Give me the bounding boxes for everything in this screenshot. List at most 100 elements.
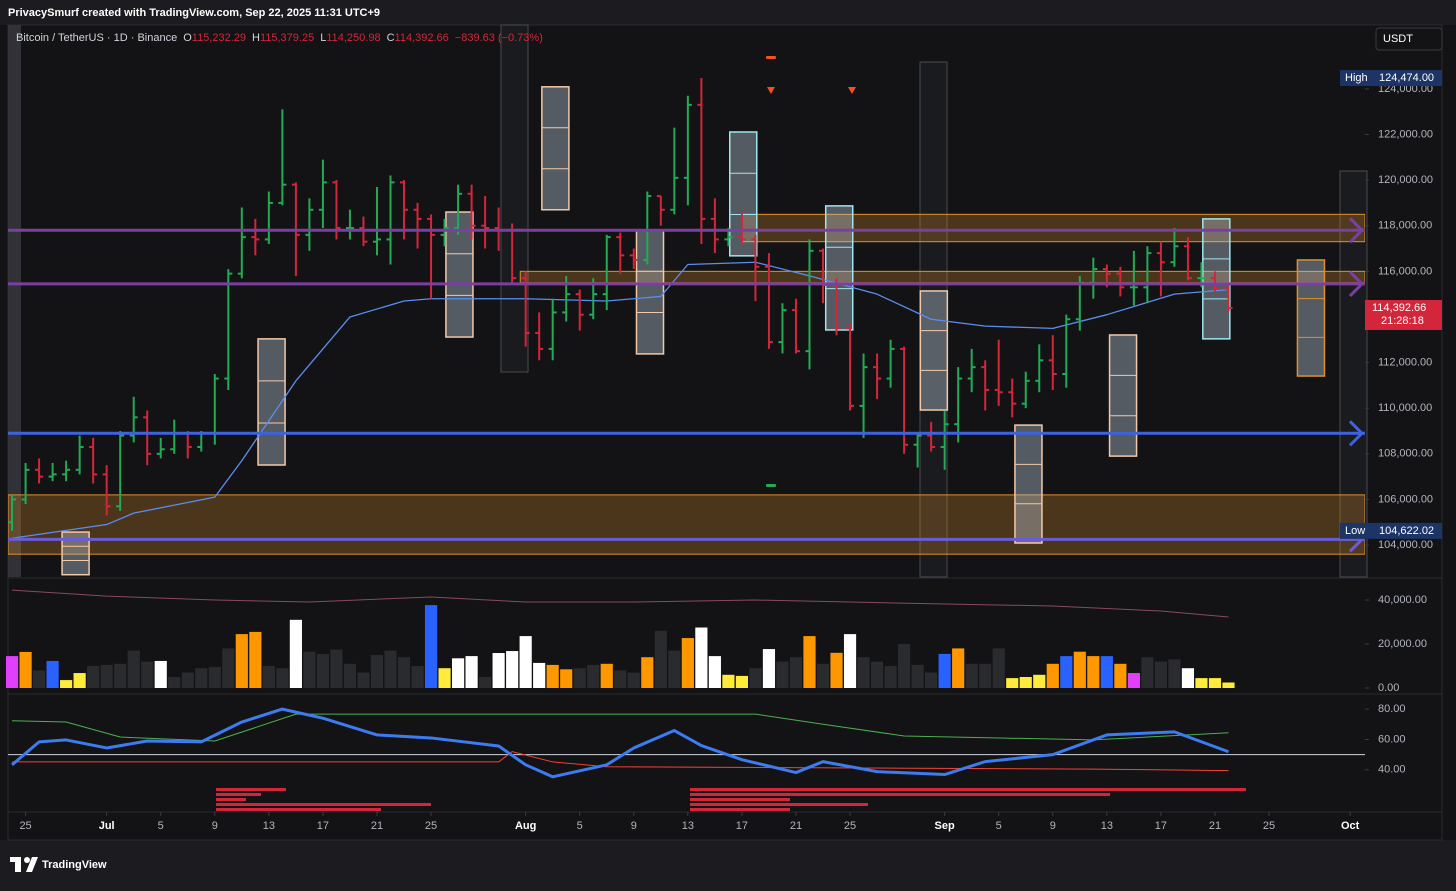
x-tick-label: 17: [1155, 820, 1167, 832]
volume-bar: [316, 653, 330, 688]
price-label-box: [1365, 300, 1442, 331]
x-tick-label: Jul: [99, 820, 115, 832]
volume-bar: [560, 669, 573, 688]
volume-bar: [438, 668, 451, 688]
volume-bar: [519, 636, 532, 688]
volume-bar: [992, 648, 1005, 688]
legend-value: 115,232.29: [192, 32, 246, 44]
logo-text: TradingView: [42, 859, 107, 871]
logo-mark: [15, 857, 21, 872]
legend-key: C: [387, 32, 395, 44]
currency-box[interactable]: [1375, 27, 1443, 51]
range-box: [824, 205, 854, 331]
legend-change: −839.63 (−0.73%): [455, 32, 543, 44]
volume-bar: [195, 668, 208, 688]
volume-bar: [262, 666, 275, 688]
volume-bar: [1006, 678, 1019, 688]
volume-bar: [208, 667, 221, 688]
volume-average: [12, 589, 1229, 618]
legend-key: H: [252, 32, 260, 44]
volume-bar: [695, 627, 708, 688]
y-tick-label: 122,000.00: [1378, 128, 1433, 140]
signal-strips: [216, 788, 1246, 811]
volume-bar: [154, 660, 167, 688]
volume-bar: [1222, 682, 1235, 688]
signal-strip: [216, 788, 286, 791]
volume-bar: [1087, 656, 1100, 688]
volume-bar: [127, 650, 140, 688]
volume-bar: [33, 670, 46, 688]
x-tick-label: 9: [212, 820, 218, 832]
volume-bar: [654, 630, 667, 688]
time-band: [500, 24, 529, 373]
volume-bar: [1033, 674, 1046, 688]
volume-bar: [303, 651, 316, 688]
price-label-name: Low: [1345, 525, 1365, 537]
y-tick-label: 20,000.00: [1378, 638, 1427, 650]
volume-bar: [843, 634, 857, 688]
volume-bar: [587, 664, 600, 688]
signal-strip: [690, 798, 790, 801]
y-tick-label: 80.00: [1378, 703, 1406, 715]
range-box: [1108, 334, 1138, 457]
volume-bar: [600, 663, 613, 688]
currency[interactable]: USDT: [1383, 33, 1413, 45]
x-tick-label: 5: [158, 820, 164, 832]
signal-strip: [690, 793, 1110, 796]
level-arrow: [1348, 217, 1365, 244]
indicator-line: [12, 751, 1229, 772]
indicator-line: [12, 713, 1229, 742]
volume-bar: [830, 652, 843, 688]
x-tick-label: 5: [996, 820, 1002, 832]
volume-bar: [803, 636, 816, 688]
volume-bar: [384, 650, 397, 688]
legend-value: 114,250.98: [326, 32, 380, 44]
volume-bar: [776, 661, 789, 688]
volume-bar: [492, 653, 505, 688]
volume-bar: [1100, 656, 1113, 688]
zone: [741, 213, 1365, 243]
volume-bar: [181, 672, 194, 688]
volume-bar: [722, 674, 735, 688]
credit: PrivacySmurf created with TradingView.co…: [8, 7, 380, 19]
x-tick-label: Sep: [935, 820, 955, 832]
volume-bar: [614, 670, 627, 688]
legend-value: 115,379.25: [260, 32, 314, 44]
x-tick-label: 21: [790, 820, 802, 832]
volume-bar: [533, 662, 546, 688]
moving-average: [11, 261, 1229, 539]
volume-bar: [1019, 677, 1032, 688]
logo-mark: [26, 857, 38, 872]
volume-bar: [343, 663, 357, 688]
volume-bar: [276, 668, 289, 688]
x-tick-label: 25: [1263, 820, 1275, 832]
range-box: [919, 290, 949, 411]
volume-bar: [479, 677, 492, 688]
signal-strip: [690, 803, 868, 806]
price-label: 114,392.66: [1372, 302, 1426, 314]
range-box: [635, 229, 665, 355]
y-tick-label: 112,000.00: [1378, 356, 1432, 368]
countdown: 21:28:18: [1381, 315, 1424, 327]
volume-bar: [222, 648, 235, 688]
volume-bar: [114, 663, 127, 688]
logo-mark: [24, 857, 30, 863]
price-label: 104,622.02: [1379, 525, 1434, 537]
x-tick-label: 25: [425, 820, 437, 832]
x-tick-label: Aug: [515, 820, 536, 832]
y-tick-label: 108,000.00: [1378, 448, 1433, 460]
volume-bar: [168, 677, 181, 688]
signal-marker: [848, 87, 856, 94]
volume-bar: [330, 649, 343, 688]
volume-bar: [965, 663, 978, 688]
volume-bar: [19, 651, 32, 688]
volume-bar: [357, 672, 370, 688]
logo: TradingView: [10, 857, 107, 872]
price-label-box: [1340, 522, 1442, 539]
legend-key: O: [183, 32, 192, 44]
volume-bar: [857, 657, 870, 688]
volume-bar: [451, 658, 465, 688]
volume-bar: [884, 666, 897, 688]
